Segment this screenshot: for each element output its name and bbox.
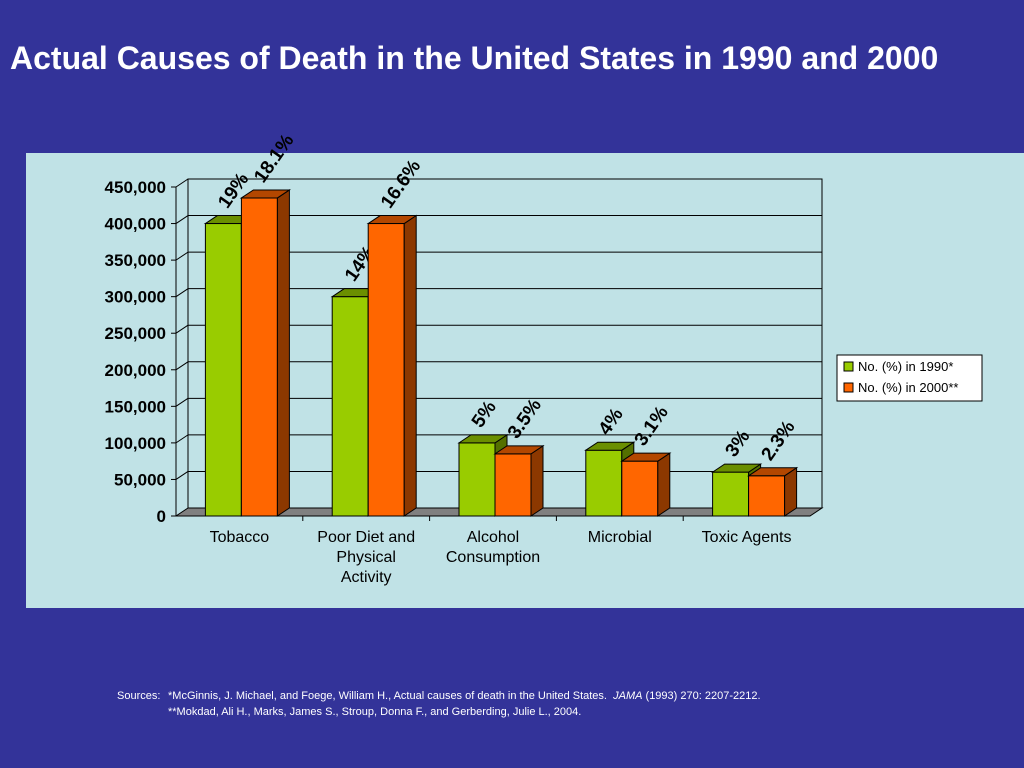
data-label: 18.1% [250,131,298,187]
bar-front [204,223,242,517]
x-tick-label: Microbial [588,529,652,546]
y-tick-label: 300,000 [105,288,166,307]
bar-front [494,453,532,517]
y-tick-label: 400,000 [105,215,166,234]
data-label: 5% [468,397,501,432]
bar-top [710,463,763,473]
x-tick-label: Tobacco [210,529,270,546]
y-tick-label: 50,000 [114,470,166,489]
legend-box [836,354,983,402]
source-1-journal: JAMA [613,690,643,702]
bar-top [620,452,672,462]
bar-front [748,475,786,517]
y-tick-label: 100,000 [105,434,166,453]
legend-swatch [843,361,854,372]
gridline-side [175,215,189,224]
x-tick-label: Toxic Agents [702,529,792,546]
bar-top [239,189,292,199]
gridline-side [175,434,189,444]
gridline-side [175,251,189,261]
sources-label: Sources: [117,690,161,702]
gridline-side [175,471,189,480]
bar-top [746,467,799,477]
bar-side [276,189,290,517]
bar-top [584,441,636,451]
gridline-side [175,288,189,298]
data-label: 3.5% [504,395,546,443]
data-label: 4% [595,404,628,439]
legend-swatch [843,382,854,393]
bar-front [712,471,750,517]
bar-side [403,214,417,517]
legend-label: No. (%) in 1990* [858,359,953,374]
y-tick-label: 350,000 [105,251,166,270]
x-tick-label: Alcohol Consumption [446,529,540,566]
source-1: *McGinnis, J. Michael, and Foege, Willia… [168,688,761,704]
bar-top [366,215,418,225]
bar-front [331,296,369,517]
legend-label: No. (%) in 2000** [858,380,958,395]
bar-front [585,449,623,517]
source-1-text: *McGinnis, J. Michael, and Foege, Willia… [168,690,607,702]
gridline-side [175,324,189,334]
source-1-citation: (1993) 270: 2207-2212. [645,690,761,702]
bar-front [367,223,405,517]
bar-side [657,452,671,517]
data-label: 3% [721,426,754,461]
gridline-side [175,397,189,407]
source-2: **Mokdad, Ali H., Marks, James S., Strou… [168,706,582,718]
y-tick-label: 150,000 [105,397,166,416]
data-label: 16.6% [377,156,425,212]
y-tick-label: 200,000 [105,361,166,380]
y-tick-label: 0 [157,507,166,526]
data-label: 3.1% [631,402,673,450]
bar-top [493,445,545,455]
gridline-side [175,361,189,371]
bar-top [457,434,509,444]
y-tick-label: 250,000 [105,324,166,343]
y-tick-label: 450,000 [105,178,166,197]
slide-title: Actual Causes of Death in the United Sta… [10,40,939,76]
bar-front [458,442,496,517]
data-label: 2.3% [757,417,799,465]
bar-front [240,197,278,517]
gridline-side [175,178,189,188]
x-tick-label: Poor Diet and Physical Activity [317,529,415,586]
bar-side [530,444,544,517]
bar-front [621,460,659,517]
